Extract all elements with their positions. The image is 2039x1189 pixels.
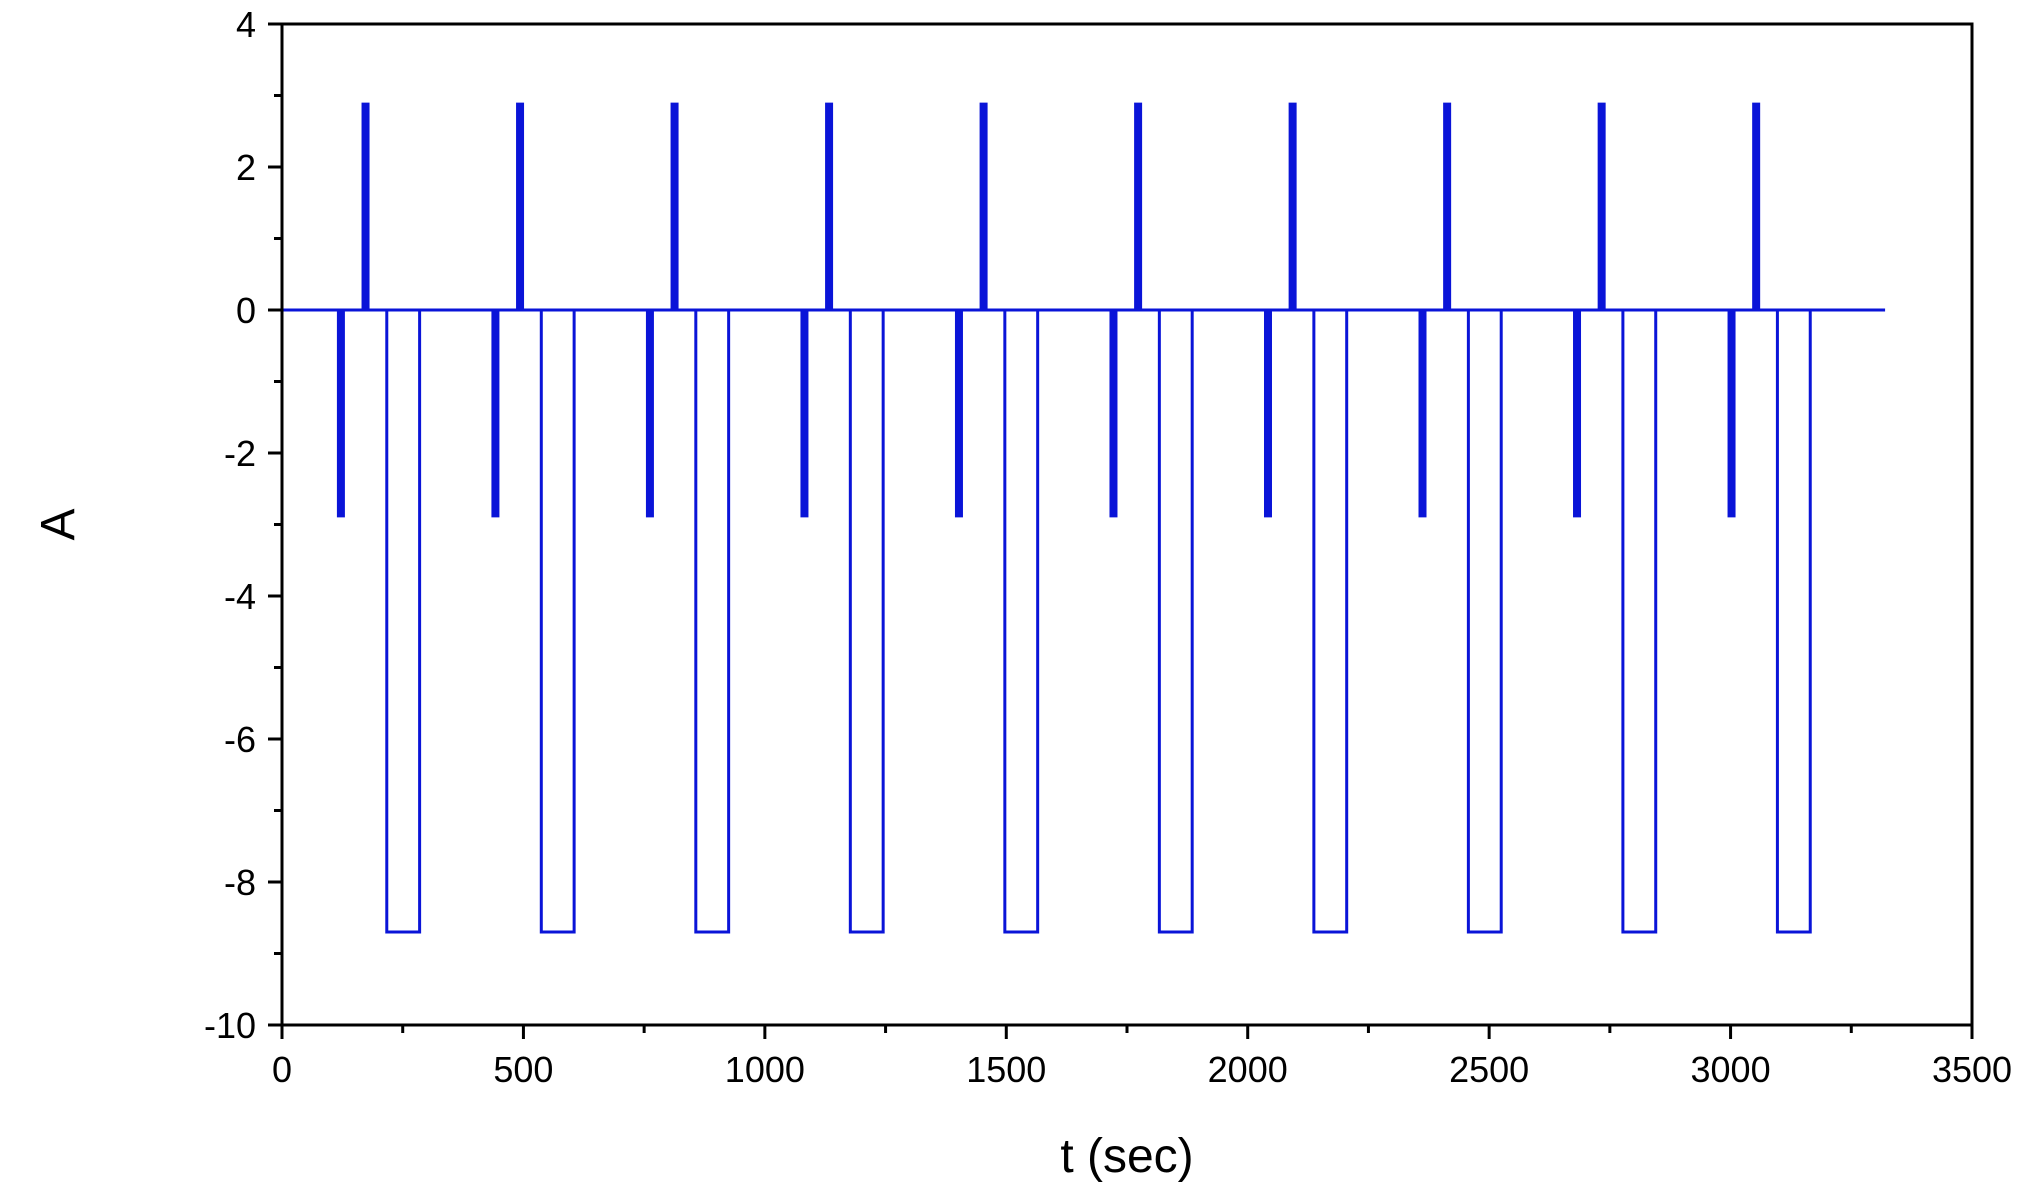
y-tick-label: -8 xyxy=(224,862,256,903)
x-tick-label: 2000 xyxy=(1208,1049,1288,1090)
x-tick-label: 0 xyxy=(272,1049,292,1090)
pulse-segment xyxy=(539,310,576,934)
pulse-segment xyxy=(694,310,731,934)
x-axis-title: t (sec) xyxy=(1060,1130,1193,1183)
pulse-segment xyxy=(848,310,885,934)
x-tick-label: 500 xyxy=(493,1049,553,1090)
pulse-segment xyxy=(1621,310,1658,934)
series-layer xyxy=(282,102,1886,934)
y-tick-label: -2 xyxy=(224,433,256,474)
x-tick-label: 1000 xyxy=(725,1049,805,1090)
y-tick-label: 0 xyxy=(236,290,256,331)
y-tick-label: -6 xyxy=(224,719,256,760)
y-tick-label: 2 xyxy=(236,147,256,188)
y-tick-label: 4 xyxy=(236,4,256,45)
pulse-segment xyxy=(1775,310,1812,934)
pulse-segment xyxy=(1003,310,1040,934)
pulse-segment xyxy=(1157,310,1194,934)
y-axis-title: A xyxy=(32,508,85,540)
series-line xyxy=(282,102,1886,934)
y-tick-label: -4 xyxy=(224,576,256,617)
y-tick-label: -10 xyxy=(204,1005,256,1046)
x-tick-label: 3000 xyxy=(1691,1049,1771,1090)
ticks-layer: 0 500 1000 1500 2000 2500 3000 3500 4 2 0 -2 -4 -6 -8 -… xyxy=(204,4,2012,1090)
x-tick-label: 3500 xyxy=(1932,1049,2012,1090)
x-tick-label: 2500 xyxy=(1449,1049,1529,1090)
x-tick-label: 1500 xyxy=(966,1049,1046,1090)
pulse-segment xyxy=(1312,310,1349,934)
pulse-segment xyxy=(1466,310,1503,934)
pulse-segment xyxy=(385,310,422,934)
